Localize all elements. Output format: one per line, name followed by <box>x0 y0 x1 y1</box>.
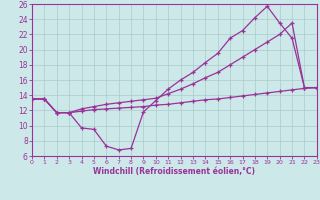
X-axis label: Windchill (Refroidissement éolien,°C): Windchill (Refroidissement éolien,°C) <box>93 167 255 176</box>
